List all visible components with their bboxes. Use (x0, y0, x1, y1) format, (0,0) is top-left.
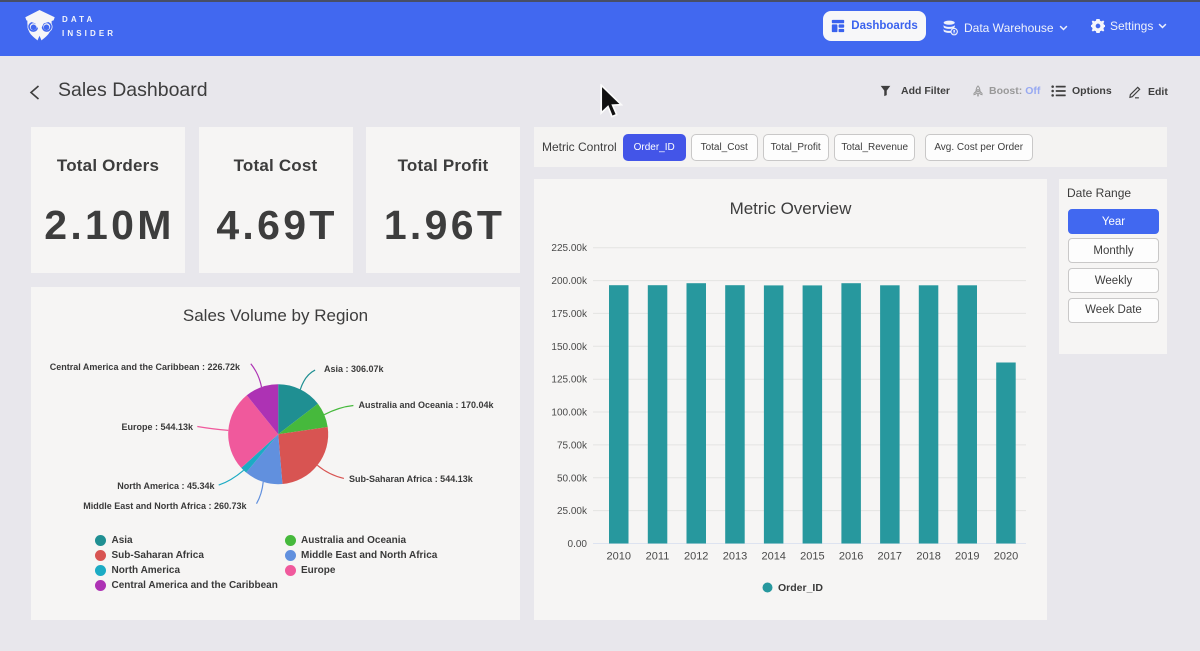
svg-text:2011: 2011 (646, 551, 670, 563)
svg-text:2010: 2010 (607, 551, 631, 563)
svg-text:50.00k: 50.00k (557, 473, 588, 484)
svg-text:2019: 2019 (955, 551, 979, 563)
svg-text:2013: 2013 (723, 551, 747, 563)
svg-text:0.00: 0.00 (568, 539, 588, 550)
svg-text:25.00k: 25.00k (557, 506, 588, 517)
svg-text:125.00k: 125.00k (551, 375, 588, 386)
svg-text:200.00k: 200.00k (551, 276, 588, 287)
svg-text:2015: 2015 (800, 551, 824, 563)
svg-text:2014: 2014 (761, 551, 785, 563)
svg-text:2020: 2020 (994, 551, 1018, 563)
svg-text:2018: 2018 (916, 551, 940, 563)
svg-text:75.00k: 75.00k (557, 440, 588, 451)
svg-text:2017: 2017 (878, 551, 902, 563)
svg-text:225.00k: 225.00k (551, 243, 588, 254)
svg-text:2012: 2012 (684, 551, 708, 563)
svg-text:2016: 2016 (839, 551, 863, 563)
svg-text:175.00k: 175.00k (551, 309, 588, 320)
svg-text:150.00k: 150.00k (551, 342, 588, 353)
svg-text:100.00k: 100.00k (551, 408, 588, 419)
svg-text:Order_ID: Order_ID (778, 582, 823, 594)
